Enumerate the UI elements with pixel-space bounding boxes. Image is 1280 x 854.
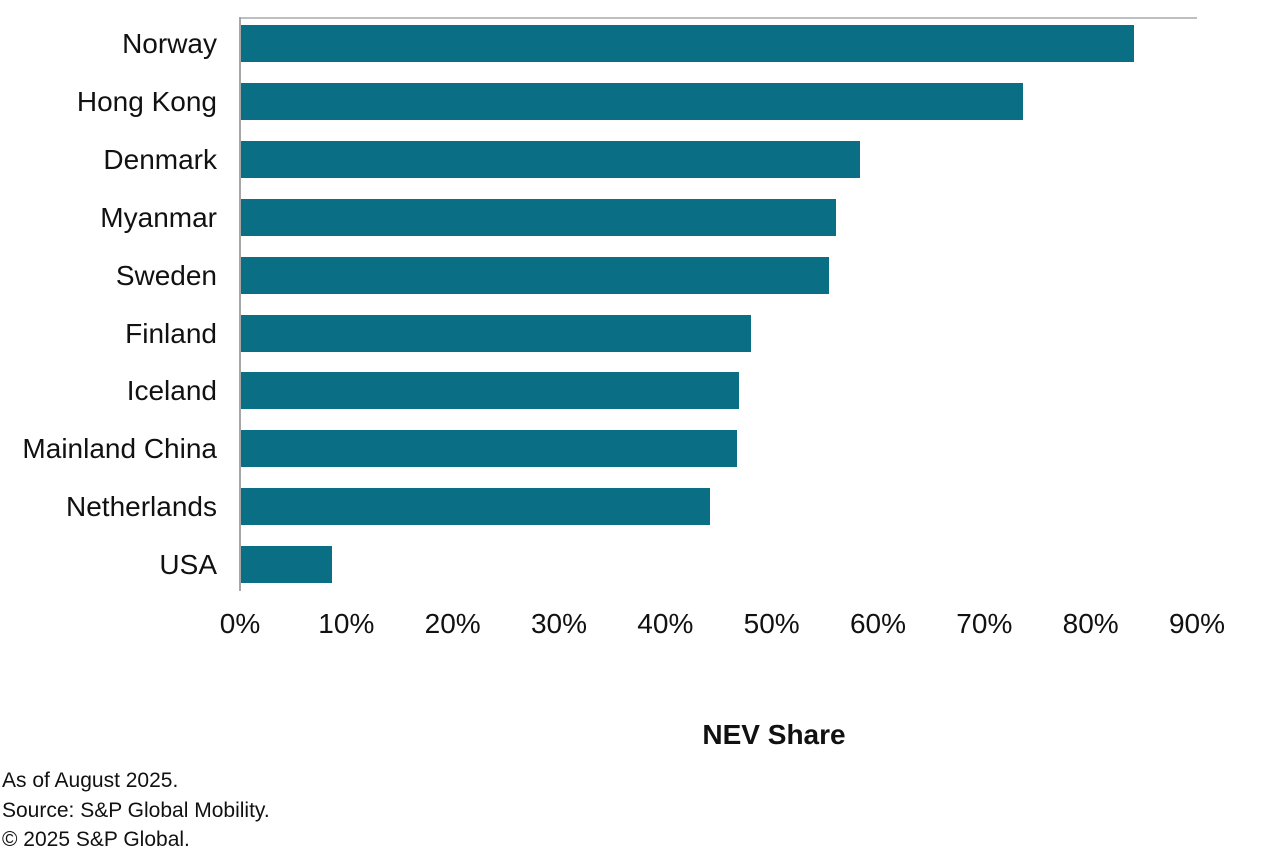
x-tick-label: 0% [219,608,261,639]
category-label: Hong Kong [76,85,217,117]
bar [241,256,829,294]
plot-top-border [240,17,1197,19]
category-label: Myanmar [100,201,217,233]
category-label: Iceland [126,375,217,407]
bar [241,372,739,410]
x-tick-label: 50% [743,608,800,639]
y-axis-line [239,17,241,591]
bar [241,25,1134,62]
x-tick-label: 80% [1062,608,1119,639]
bar [241,488,710,526]
x-tick-label: 60% [849,608,907,639]
x-tick-label: 30% [530,608,588,639]
bar [241,140,860,178]
x-tick-label: 70% [956,608,1013,639]
category-label: Finland [125,317,217,349]
category-label: Denmark [103,143,217,175]
category-label: Sweden [115,259,217,291]
bar [241,430,737,468]
bar [241,198,836,236]
footer-line: © 2025 S&P Global. [2,828,190,851]
x-tick-label: 90% [1168,608,1226,639]
footer-line: Source: S&P Global Mobility. [2,798,270,822]
bar [241,546,332,584]
x-axis-title: NEV Share [702,719,846,750]
x-tick-label: 40% [637,608,694,639]
footer-line: As of August 2025. [2,769,179,792]
bar [241,314,751,352]
category-label: Mainland China [22,433,217,465]
category-label: Netherlands [66,491,217,523]
x-tick-label: 20% [424,608,481,639]
category-label: USA [159,549,217,581]
category-label: Norway [122,28,217,59]
x-tick-label: 10% [318,608,375,639]
bar [241,82,1023,120]
